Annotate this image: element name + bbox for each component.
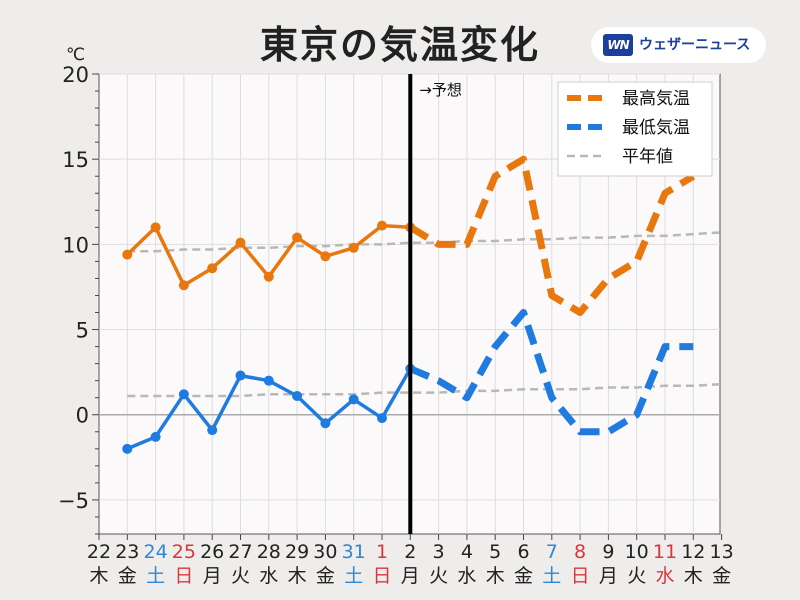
x-weekday-label: 土: [344, 565, 363, 587]
x-weekday-label: 水: [259, 565, 278, 587]
x-weekday-label: 金: [514, 565, 533, 587]
x-weekday-label: 火: [429, 565, 448, 587]
x-weekday-label: 木: [288, 565, 307, 587]
x-date-label: 24: [144, 541, 168, 563]
observed-high-point: [320, 251, 331, 262]
x-weekday-label: 火: [231, 565, 250, 587]
observed-high-point: [150, 222, 161, 233]
x-date-label: 5: [489, 541, 501, 563]
x-weekday-label: 火: [627, 565, 646, 587]
x-date-label: 25: [172, 541, 196, 563]
observed-high-point: [235, 237, 246, 248]
x-weekday-label: 月: [203, 565, 222, 587]
axes: 20151050−522木23金24土25日26月27火28水29木30金31土…: [58, 63, 734, 587]
legend-label-low: 最低気温: [622, 118, 690, 138]
legend-label-normal: 平年値: [622, 147, 673, 167]
x-date-label: 10: [625, 541, 649, 563]
legend-label-high: 最高気温: [622, 89, 690, 109]
x-date-label: 23: [115, 541, 139, 563]
x-weekday-label: 土: [146, 565, 165, 587]
normal-high-line: [127, 231, 722, 253]
x-weekday-label: 木: [486, 565, 505, 587]
x-weekday-label: 日: [174, 565, 193, 587]
observed-low-point: [348, 394, 359, 405]
observed-high-point: [207, 263, 218, 274]
observed-high-point: [348, 242, 359, 253]
legend-box: [557, 81, 713, 177]
series-lines: [122, 155, 696, 454]
observed-low-point: [207, 425, 218, 436]
x-date-label: 8: [574, 541, 586, 563]
x-date-label: 30: [313, 541, 337, 563]
y-tick-label: 5: [76, 319, 89, 343]
observed-high-point: [178, 280, 189, 291]
observed-low-point: [377, 413, 387, 424]
observed-high-point: [263, 271, 274, 282]
observed-low-point: [263, 375, 274, 386]
observed-low-point: [150, 431, 161, 442]
x-date-label: 7: [546, 541, 558, 563]
x-weekday-label: 日: [372, 565, 391, 587]
y-tick-label: 15: [62, 148, 89, 172]
y-axis-unit: ℃: [66, 45, 85, 65]
observed-high-point: [122, 249, 133, 260]
x-date-label: 27: [228, 541, 252, 563]
x-weekday-label: 水: [655, 565, 674, 587]
x-date-label: 12: [681, 541, 705, 563]
x-date-label: 26: [200, 541, 224, 563]
observed-high-point: [292, 232, 303, 243]
forecast-annotation: →予想: [419, 81, 462, 99]
observed-low-point: [235, 370, 246, 381]
x-date-label: 1: [376, 541, 388, 563]
weathernews-logo-icon: WN: [603, 34, 633, 56]
x-weekday-label: 月: [401, 565, 420, 587]
x-date-label: 2: [404, 541, 416, 563]
x-weekday-label: 木: [684, 565, 703, 587]
weathernews-badge: WN ウェザーニュース: [591, 27, 766, 63]
x-weekday-label: 金: [118, 565, 137, 587]
observed-low-point: [178, 389, 189, 400]
observed-low-point: [122, 443, 133, 454]
x-weekday-label: 金: [316, 565, 335, 587]
x-date-label: 11: [653, 541, 677, 563]
x-date-label: 9: [602, 541, 614, 563]
observed-low-point: [292, 391, 303, 401]
x-date-label: 29: [285, 541, 309, 563]
x-weekday-label: 木: [89, 565, 108, 587]
x-weekday-label: 日: [571, 565, 590, 587]
y-tick-label: 0: [76, 404, 89, 428]
legend: 最高気温 最低気温 平年値: [557, 81, 713, 177]
observed-low-point: [320, 418, 331, 429]
normal-lines: [127, 231, 722, 398]
forecast-high-line: [408, 155, 696, 316]
x-weekday-label: 水: [457, 565, 476, 587]
x-date-label: 28: [257, 541, 281, 563]
brand-name: ウェザーニュース: [639, 37, 751, 53]
forecast-low-line: [408, 309, 694, 436]
x-date-label: 13: [710, 541, 734, 563]
x-date-label: 6: [517, 541, 529, 563]
y-tick-label: 20: [62, 63, 89, 87]
y-tick-label: −5: [58, 489, 89, 513]
x-weekday-label: 月: [599, 565, 618, 587]
x-date-label: 3: [433, 541, 445, 563]
x-weekday-label: 金: [712, 565, 731, 587]
y-tick-label: 10: [62, 233, 89, 257]
normal-low-line: [127, 382, 722, 398]
chart-title: 東京の気温変化: [259, 23, 540, 67]
x-date-label: 22: [87, 541, 111, 563]
observed-high-point: [377, 220, 387, 231]
x-date-label: 4: [461, 541, 473, 563]
x-date-label: 31: [342, 541, 366, 563]
x-weekday-label: 土: [542, 565, 561, 587]
